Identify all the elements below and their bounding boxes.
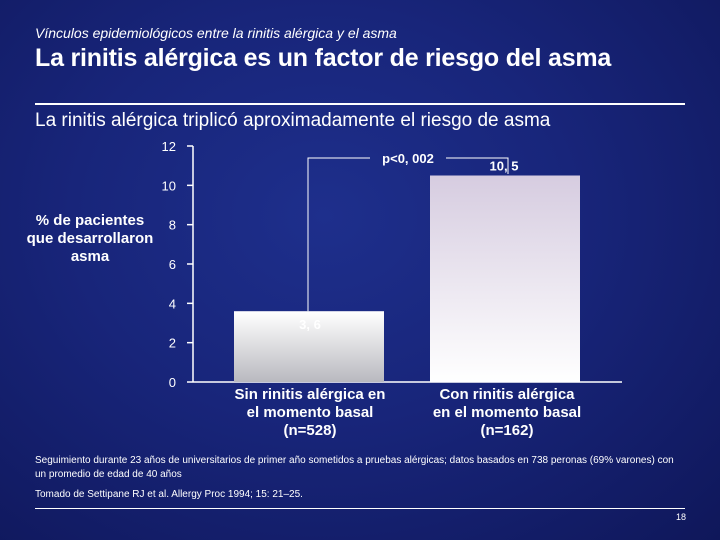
citation-footnote: Tomado de Settipane RJ et al. Allergy Pr… <box>35 489 303 500</box>
y-tick-label: 2 <box>169 336 176 351</box>
significance-bracket <box>307 157 370 312</box>
study-footnote: Seguimiento durante 23 años de universit… <box>35 455 674 480</box>
category-line: el momento basal <box>246 404 374 421</box>
chart-title: La rinitis alérgica triplicó aproximadam… <box>35 110 551 131</box>
slide-title: La rinitis alérgica es un factor de ries… <box>35 44 612 72</box>
slide-kicker: Vínculos epidemiológicos entre la riniti… <box>35 25 397 41</box>
x-category-label: Con rinitis alérgica en el momento basal… <box>402 386 612 440</box>
value-label: 3, 6 <box>299 317 321 332</box>
title-divider <box>35 103 685 105</box>
y-tick-label: 10 <box>162 178 176 193</box>
y-axis-label: % de pacientes que desarrollaron asma <box>26 212 154 265</box>
bar <box>234 311 384 382</box>
category-line: (n=162) <box>480 422 534 439</box>
category-line: Con rinitis alérgica <box>439 386 575 403</box>
x-category-label: Sin rinitis alérgica en el momento basal… <box>205 386 415 440</box>
category-line: (n=528) <box>283 422 337 439</box>
bar <box>430 175 580 382</box>
category-line: en el momento basal <box>432 404 582 421</box>
significance-label: p<0, 002 <box>382 151 434 166</box>
value-label: 10, 5 <box>490 159 519 174</box>
footer-divider <box>35 508 685 509</box>
y-tick-label: 8 <box>169 218 176 233</box>
y-tick-label: 4 <box>169 296 176 311</box>
y-tick-label: 12 <box>162 139 176 154</box>
significance-bracket <box>446 157 509 174</box>
category-line: Sin rinitis alérgica en <box>234 386 386 403</box>
page-number: 18 <box>675 512 686 522</box>
y-tick-label: 6 <box>169 257 176 272</box>
y-tick-label: 0 <box>169 375 176 390</box>
